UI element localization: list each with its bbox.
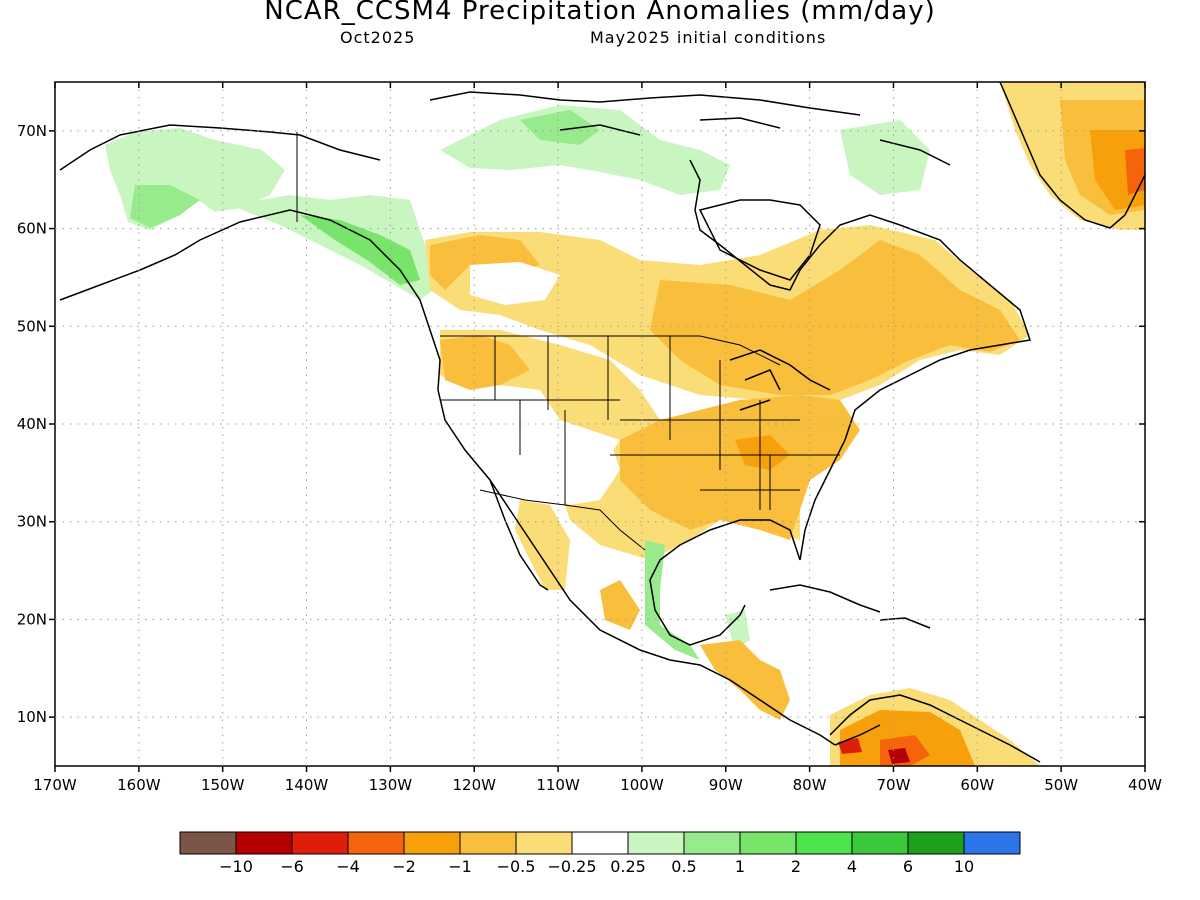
coastline-gulf [649, 519, 881, 746]
colorbar-swatch [459, 831, 517, 855]
lon-label: 40W [1128, 776, 1162, 794]
lon-label: 130W [369, 776, 413, 794]
coastline-greenland [999, 82, 1145, 229]
lat-label: 70N [17, 122, 47, 140]
anomaly-region-midwest-dry [620, 395, 860, 540]
lon-label: 140W [285, 776, 329, 794]
anomaly-shading [105, 82, 1145, 766]
colorbar-label: 4 [847, 857, 857, 876]
state-lines [440, 336, 840, 510]
colorbar-label: −1 [448, 857, 472, 876]
anomaly-region-ohio-valley-dry [735, 435, 790, 470]
lon-label: 120W [452, 776, 496, 794]
coastline-arctic-islands [429, 91, 951, 166]
anomaly-region-mexico-dry [600, 580, 640, 630]
gridlines [55, 82, 1145, 766]
lat-label: 20N [17, 610, 47, 628]
anomaly-region-canada-dry-core [430, 235, 540, 290]
anomaly-region-arctic-core [520, 110, 600, 145]
colorbar-swatch [795, 831, 853, 855]
anomaly-region-nw-mexico [515, 500, 570, 590]
anomaly-region-baffin [840, 120, 930, 195]
colorbar-swatch [403, 831, 461, 855]
lon-label: 160W [117, 776, 161, 794]
colorbar-label: 0.5 [671, 857, 696, 876]
lon-label: 90W [709, 776, 743, 794]
lon-label: 170W [33, 776, 77, 794]
coastline-great-lakes [729, 349, 831, 411]
initial-conditions: May2025 initial conditions [590, 28, 827, 47]
colorbar-label: −10 [219, 857, 253, 876]
coastline-alaska-north [59, 124, 381, 171]
colorbar-swatch [291, 831, 349, 855]
colorbar: −10 −6 −4 −2 −1 −0.5 −0.25 0.25 0.5 1 2 4 6 10 [179, 831, 1021, 876]
map-title: NCAR_CCSM4 Precipitation Anomalies (mm/d… [264, 0, 936, 26]
anomaly-region-pnw-dry [440, 335, 530, 390]
colorbar-swatch [179, 831, 237, 855]
coastline-cuba [769, 584, 881, 613]
colorbar-label: −6 [280, 857, 304, 876]
lon-label: 60W [960, 776, 994, 794]
anomaly-region-venezuela-peak [888, 748, 910, 764]
colorbar-label: 0.25 [610, 857, 646, 876]
lat-label: 60N [17, 220, 47, 238]
anomaly-region-central-america-dry [700, 640, 790, 720]
anomaly-region-gulf-mexico-wet [645, 540, 700, 660]
coastline-north-america [59, 209, 836, 746]
lon-label: 100W [620, 776, 664, 794]
anomaly-region-southwest-white [490, 395, 620, 505]
coastline-south-america [829, 694, 1041, 763]
colorbar-label: 10 [954, 857, 974, 876]
colorbar-swatch [571, 831, 629, 855]
lon-label: 70W [877, 776, 911, 794]
colorbar-swatch [907, 831, 965, 855]
colorbar-swatch [515, 831, 573, 855]
colorbar-swatch [627, 831, 685, 855]
coastlines [59, 82, 1145, 763]
colorbar-swatch [683, 831, 741, 855]
coastline-hudson-bay [698, 199, 821, 281]
coastline-baja [489, 479, 549, 591]
us-mexico-border [479, 489, 646, 551]
anomaly-region-bc-coast [230, 195, 440, 300]
axis-ticks: 170W 160W 150W 140W 130W 120W 110W 100W 90W 80W 70… [17, 82, 1162, 794]
colorbar-label: 6 [903, 857, 913, 876]
forecast-month: Oct2025 [340, 28, 416, 47]
anomaly-region-yucatan-wet [725, 610, 750, 650]
lat-label: 10N [17, 708, 47, 726]
lon-label: 110W [536, 776, 580, 794]
colorbar-label: −0.25 [547, 857, 596, 876]
lat-label: 40N [17, 415, 47, 433]
us-canada-border [440, 335, 781, 366]
colorbar-swatch [347, 831, 405, 855]
lat-label: 30N [17, 513, 47, 531]
lon-label: 80W [793, 776, 827, 794]
colorbar-swatch [963, 831, 1021, 855]
lon-label: 150W [201, 776, 245, 794]
colorbar-swatch [739, 831, 797, 855]
anomaly-region-greenland-south-peak [1125, 148, 1145, 195]
colorbar-swatch [851, 831, 909, 855]
anomaly-region-arctic [440, 105, 730, 195]
colorbar-swatch [235, 831, 293, 855]
colorbar-label: 1 [735, 857, 745, 876]
lon-label: 50W [1044, 776, 1078, 794]
colorbar-label: −4 [336, 857, 360, 876]
anomaly-region-alaska-core [130, 185, 200, 228]
colorbar-label: −2 [392, 857, 416, 876]
anomaly-region-prairie-white [470, 262, 560, 305]
anomaly-region-bc-coast-core [300, 215, 420, 285]
lat-label: 50N [17, 317, 47, 335]
state-boundaries [296, 132, 840, 551]
colorbar-label: −0.5 [497, 857, 536, 876]
colorbar-label: 2 [791, 857, 801, 876]
